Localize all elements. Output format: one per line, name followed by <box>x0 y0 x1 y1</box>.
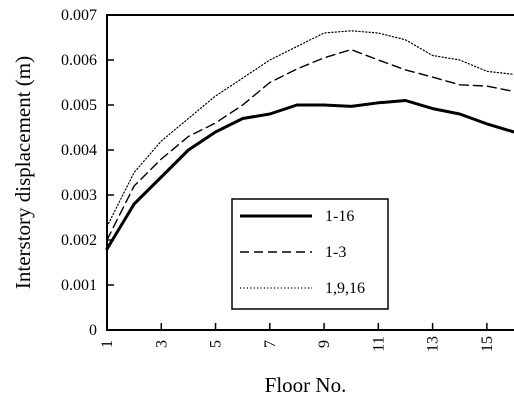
data-point <box>324 57 325 58</box>
series-line-3 <box>106 30 514 228</box>
legend-label: 1,9,16 <box>325 280 365 297</box>
data-point <box>432 77 433 78</box>
data-point <box>188 118 189 119</box>
data-point <box>161 158 162 159</box>
data-point <box>486 71 487 72</box>
data-point <box>378 32 379 33</box>
plot-frame <box>106 14 514 331</box>
x-tick-label: 5 <box>208 340 225 348</box>
data-point <box>134 172 135 173</box>
data-point <box>269 113 270 114</box>
data-point <box>405 39 406 40</box>
y-axis-title: Interstory displacement (m) <box>11 56 35 289</box>
data-point <box>459 59 460 60</box>
data-point <box>242 77 243 78</box>
data-point <box>242 118 243 119</box>
x-tick-label: 3 <box>153 340 170 348</box>
data-point <box>161 140 162 141</box>
legend-label: 1-16 <box>325 208 354 225</box>
series-line-2 <box>106 48 514 241</box>
y-tick-label: 0.006 <box>61 52 97 69</box>
data-point <box>459 113 460 114</box>
data-point <box>351 106 352 107</box>
data-point <box>459 84 460 85</box>
y-tick-label: 0.001 <box>61 277 97 294</box>
data-point <box>188 149 189 150</box>
data-point <box>324 104 325 105</box>
series-layer <box>105 30 514 251</box>
data-point <box>405 100 406 101</box>
data-point <box>296 104 297 105</box>
data-point <box>161 176 162 177</box>
data-point <box>378 102 379 103</box>
legend-item: 1-16 <box>240 208 354 225</box>
series-3 <box>106 30 514 228</box>
y-tick-label: 0.004 <box>61 142 97 159</box>
series-line-1 <box>105 99 514 251</box>
x-tick-label: 15 <box>479 336 496 352</box>
data-point <box>378 59 379 60</box>
x-tick-label: 13 <box>425 336 442 352</box>
data-point <box>269 82 270 83</box>
data-point <box>215 131 216 132</box>
data-point <box>351 49 352 50</box>
data-point <box>134 203 135 204</box>
y-tick-label: 0.002 <box>61 232 97 249</box>
data-point <box>432 55 433 56</box>
data-point <box>432 108 433 109</box>
data-point <box>296 46 297 47</box>
data-point <box>215 122 216 123</box>
series-2 <box>106 48 514 241</box>
series-1 <box>105 99 514 251</box>
data-point <box>134 185 135 186</box>
x-tick-label: 11 <box>370 336 387 351</box>
x-tick-label: 1 <box>99 340 116 348</box>
x-tick-label: 7 <box>262 340 279 348</box>
legend-item: 1-3 <box>240 244 346 261</box>
data-point <box>324 32 325 33</box>
data-point <box>242 104 243 105</box>
y-tick-label: 0.007 <box>61 7 97 24</box>
y-tick-label: 0.003 <box>61 187 97 204</box>
legend-item: 1,9,16 <box>240 280 365 297</box>
data-point <box>215 95 216 96</box>
data-point <box>486 86 487 87</box>
x-tick-label: 9 <box>316 340 333 348</box>
x-axis-title: Floor No. <box>265 373 347 397</box>
legend-label: 1-3 <box>325 244 346 261</box>
data-point <box>269 59 270 60</box>
data-point <box>296 68 297 69</box>
y-tick-label: 0.005 <box>61 97 97 114</box>
data-point <box>351 30 352 31</box>
y-tick-label: 0 <box>89 322 97 339</box>
data-point <box>405 69 406 70</box>
legend: 1-16 1-3 1,9,16 <box>231 198 389 310</box>
data-point <box>188 136 189 137</box>
data-point <box>486 123 487 124</box>
